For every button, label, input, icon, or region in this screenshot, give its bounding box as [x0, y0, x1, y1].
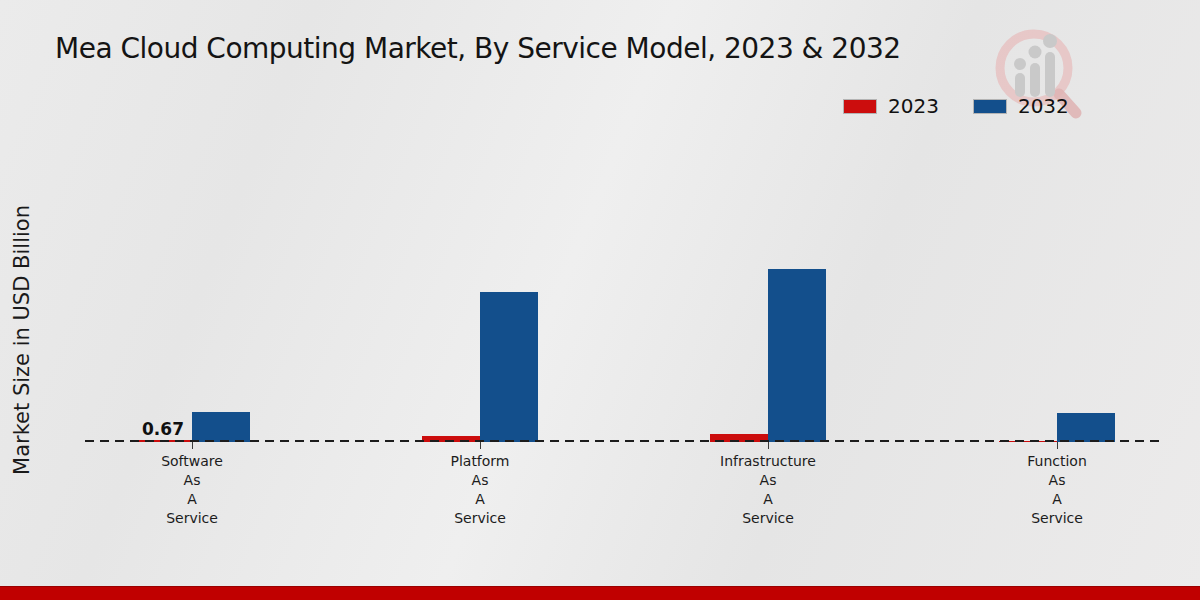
data-label: 0.67 [134, 419, 192, 439]
legend-swatch-2032 [973, 99, 1007, 114]
legend: 2023 2032 [843, 94, 1069, 118]
category-label-line: Platform [400, 452, 560, 471]
category-label: SoftwareAsAService [112, 452, 272, 528]
category-label-line: As [977, 471, 1137, 490]
category-label-line: Service [112, 509, 272, 528]
category-label: FunctionAsAService [977, 452, 1137, 528]
category-label-line: A [400, 490, 560, 509]
bar-2032-4 [1057, 413, 1115, 442]
legend-label-2032: 2032 [1018, 94, 1069, 118]
y-axis-label: Market Size in USD Billion [10, 205, 34, 475]
x-axis-tick [192, 442, 193, 449]
baseline-dashed-line [85, 440, 1163, 442]
legend-item-2023: 2023 [843, 94, 939, 118]
legend-swatch-2023 [843, 99, 877, 114]
legend-item-2032: 2032 [973, 94, 1069, 118]
x-axis-tick [768, 442, 769, 449]
x-axis-tick [1057, 442, 1058, 449]
bar-2032-1 [192, 412, 250, 442]
chart-canvas: Mea Cloud Computing Market, By Service M… [0, 0, 1200, 600]
category-label-line: A [977, 490, 1137, 509]
category-label-line: Service [400, 509, 560, 528]
chart-title: Mea Cloud Computing Market, By Service M… [55, 32, 901, 65]
category-label-line: Service [977, 509, 1137, 528]
category-label: InfrastructureAsAService [688, 452, 848, 528]
category-label-line: A [688, 490, 848, 509]
category-label-line: A [112, 490, 272, 509]
category-label-line: As [688, 471, 848, 490]
category-label-line: Function [977, 452, 1137, 471]
bar-2032-3 [768, 269, 826, 442]
category-label-line: As [400, 471, 560, 490]
category-label-line: As [112, 471, 272, 490]
legend-label-2023: 2023 [888, 94, 939, 118]
bar-2032-2 [480, 292, 538, 442]
footer-accent-strip [0, 586, 1200, 600]
category-label-line: Service [688, 509, 848, 528]
category-label-line: Software [112, 452, 272, 471]
category-label-line: Infrastructure [688, 452, 848, 471]
x-axis-tick [480, 442, 481, 449]
category-label: PlatformAsAService [400, 452, 560, 528]
